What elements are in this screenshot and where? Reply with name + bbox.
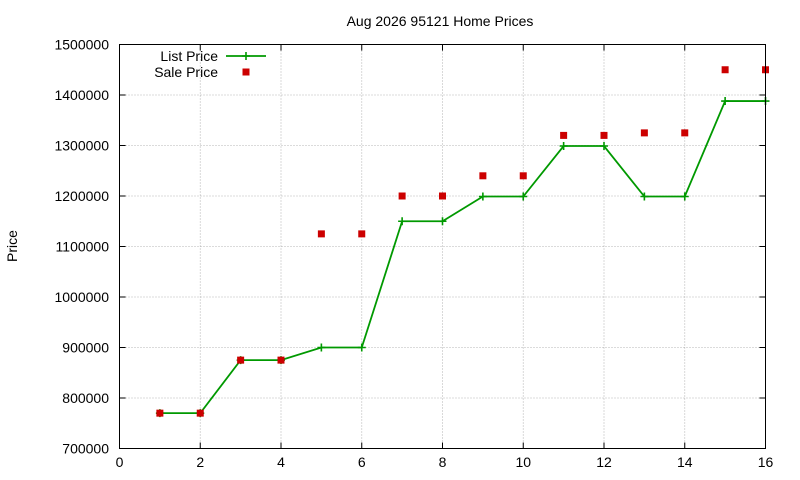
sale-price-point bbox=[479, 172, 487, 180]
x-tick-label: 0 bbox=[116, 454, 124, 470]
list-price-point bbox=[317, 343, 326, 352]
y-tick-label: 800000 bbox=[62, 390, 109, 406]
list-price-point bbox=[680, 192, 689, 201]
y-tick-label: 1000000 bbox=[54, 289, 109, 305]
x-tick-label: 12 bbox=[596, 454, 612, 470]
sale-price-point bbox=[640, 129, 648, 137]
sale-price-point bbox=[600, 131, 608, 139]
sale-price-point bbox=[196, 409, 204, 417]
x-tick-label: 6 bbox=[358, 454, 366, 470]
sale-price-point bbox=[237, 356, 245, 364]
list-price-point bbox=[398, 217, 407, 226]
list-price-point bbox=[600, 142, 608, 151]
y-tick-label: 1400000 bbox=[54, 87, 109, 103]
sale-price-point bbox=[560, 131, 568, 139]
y-tick-label: 700000 bbox=[62, 441, 109, 457]
list-price-line bbox=[159, 100, 766, 415]
list-price-point bbox=[519, 192, 528, 201]
sale-price-point bbox=[277, 356, 285, 364]
list-price-point bbox=[478, 192, 487, 201]
list-price-point bbox=[721, 97, 730, 106]
x-tick-label: 16 bbox=[758, 454, 774, 470]
sale-price-point bbox=[681, 129, 689, 137]
x-tick-label: 8 bbox=[439, 454, 447, 470]
x-tick-label: 14 bbox=[677, 454, 693, 470]
legend-label: List Price bbox=[160, 48, 218, 64]
sale-price-point bbox=[156, 409, 164, 417]
sale-price-point bbox=[721, 66, 729, 74]
sale-price-point bbox=[317, 230, 325, 238]
y-tick-label: 1100000 bbox=[56, 239, 110, 255]
grid bbox=[119, 44, 766, 449]
sale-price-point bbox=[358, 230, 366, 238]
list-price-point bbox=[357, 343, 366, 352]
sale-price-point bbox=[398, 192, 406, 200]
plot-series bbox=[155, 66, 770, 418]
y-tick-label: 1200000 bbox=[54, 188, 109, 204]
x-tick-label: 4 bbox=[277, 454, 285, 470]
list-price-point bbox=[640, 192, 649, 201]
axis-ticks: 700000 800000 900000 1000000 1100000 1200000 1… bbox=[54, 37, 773, 471]
y-tick-label: 900000 bbox=[62, 340, 109, 356]
legend-label: Sale Price bbox=[154, 64, 218, 80]
y-tick-label: 1300000 bbox=[54, 138, 109, 154]
sale-price-point bbox=[519, 172, 527, 180]
x-tick-label: 10 bbox=[515, 454, 531, 470]
list-price-series bbox=[155, 97, 770, 418]
legend-swatch-marker bbox=[242, 68, 250, 76]
list-price-point bbox=[438, 217, 447, 226]
plot-frame bbox=[119, 44, 766, 449]
x-tick-label: 2 bbox=[196, 454, 204, 470]
sale-price-series bbox=[156, 66, 769, 417]
legend-swatch-marker bbox=[242, 52, 250, 60]
list-price-point bbox=[559, 142, 568, 151]
chart-title: Aug 2026 95121 Home Prices bbox=[347, 13, 534, 29]
sale-price-point bbox=[439, 192, 446, 200]
y-tick-label: 1500000 bbox=[54, 37, 109, 53]
y-axis-label: Price bbox=[4, 230, 20, 262]
